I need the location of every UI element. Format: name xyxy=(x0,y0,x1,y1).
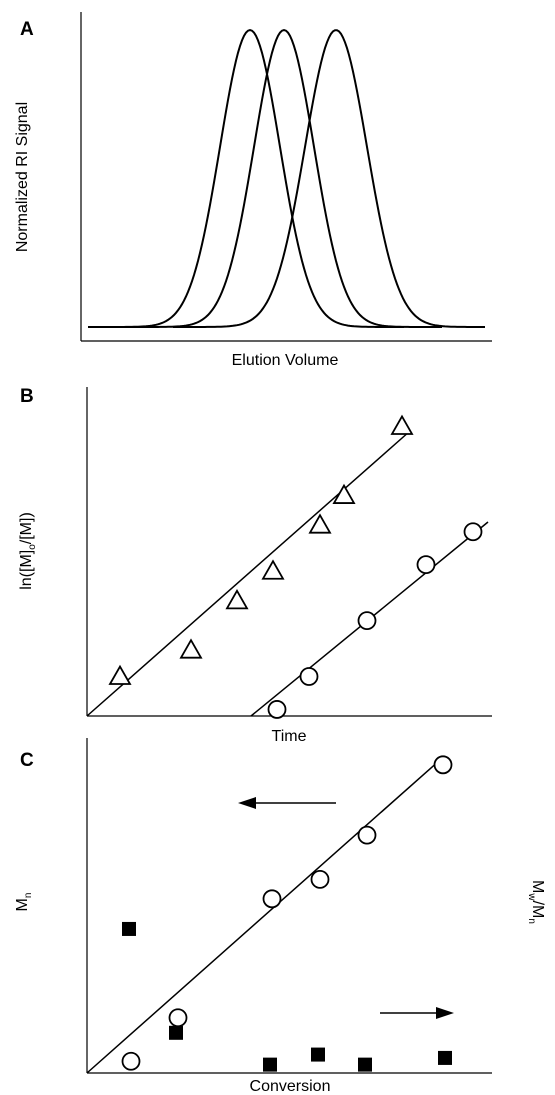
panel-a-x-label: Elution Volume xyxy=(232,352,339,369)
panel-c: C Mn Mw/Mn Conversion xyxy=(14,738,546,1095)
circle-marker xyxy=(299,667,319,686)
elution-peak-1 xyxy=(88,28,404,328)
panel-c-fit-line xyxy=(86,759,441,1074)
square-marker xyxy=(438,1050,452,1065)
triangle-marker xyxy=(108,664,132,685)
circle-marker xyxy=(262,889,282,909)
panel-b-points xyxy=(108,414,483,719)
circle-marker xyxy=(416,555,436,575)
square-marker xyxy=(311,1047,325,1062)
triangle-marker xyxy=(390,414,414,435)
left-arrow xyxy=(238,797,336,809)
panel-a-y-label: Normalized RI Signal xyxy=(14,102,31,252)
fit-line-triangles xyxy=(86,430,411,717)
panel-b: B ln([M]o/[M]) Time xyxy=(18,386,492,745)
square-marker xyxy=(122,921,136,936)
square-marker xyxy=(263,1057,277,1072)
panel-a-label: A xyxy=(20,19,34,40)
square-marker xyxy=(358,1057,372,1072)
panel-c-label: C xyxy=(20,750,34,771)
circle-marker xyxy=(433,755,453,775)
circle-marker xyxy=(168,1008,188,1028)
panel-c-right-y-label: Mw/Mn xyxy=(526,880,546,924)
panel-a-curves xyxy=(88,28,485,328)
circle-marker xyxy=(463,522,483,542)
triangle-marker xyxy=(332,483,356,504)
circle-marker xyxy=(267,700,287,719)
triangle-marker xyxy=(179,638,203,659)
fit-line-mn xyxy=(86,759,441,1074)
panel-b-x-label: Time xyxy=(272,728,307,745)
panel-c-x-label: Conversion xyxy=(250,1078,331,1095)
panel-b-y-label: ln([M]o/[M]) xyxy=(18,512,38,590)
circle-marker xyxy=(310,869,330,889)
circle-marker xyxy=(121,1051,141,1071)
panel-c-y-label: Mn xyxy=(14,893,34,912)
circle-marker xyxy=(357,825,377,845)
panel-c-points xyxy=(121,755,453,1072)
panel-a: A Normalized RI Signal Elution Volume xyxy=(14,12,492,369)
elution-peak-3 xyxy=(173,29,485,328)
triangle-marker xyxy=(225,589,249,610)
panel-b-label: B xyxy=(20,386,34,407)
square-marker xyxy=(169,1025,183,1040)
circle-marker xyxy=(357,611,377,630)
triangle-marker xyxy=(261,559,285,580)
triangle-marker xyxy=(308,513,332,534)
elution-peak-2 xyxy=(122,28,442,328)
right-arrow xyxy=(380,1007,454,1019)
